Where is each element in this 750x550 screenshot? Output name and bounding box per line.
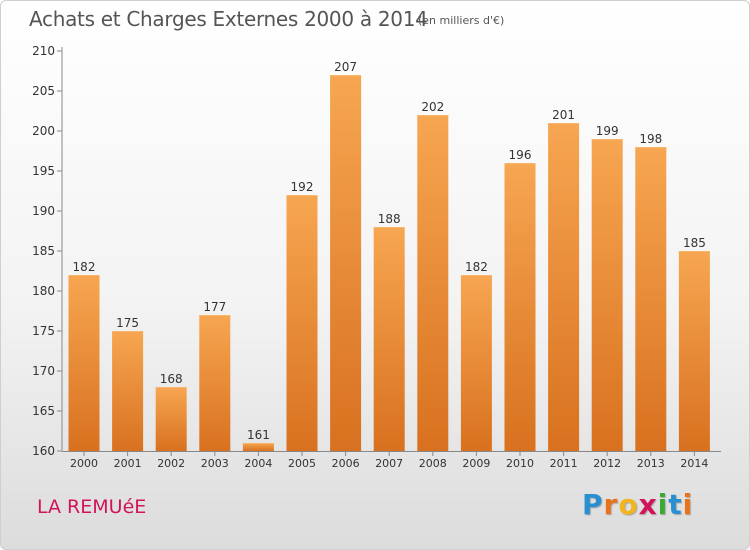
y-tick-label: 205 — [32, 84, 55, 98]
x-tick-label: 2005 — [288, 457, 316, 470]
bar — [678, 251, 710, 451]
bar-value-label: 185 — [683, 236, 706, 250]
logo-letter: i — [657, 488, 669, 521]
bar — [286, 195, 318, 451]
bar — [199, 315, 231, 451]
bar — [635, 147, 667, 451]
bar-value-label: 177 — [203, 300, 226, 314]
bar-value-label: 199 — [596, 124, 619, 138]
bar — [548, 123, 580, 451]
x-tick-label: 2000 — [70, 457, 98, 470]
y-tick-label: 165 — [32, 404, 55, 418]
x-tick-label: 2004 — [244, 457, 272, 470]
x-tick-label: 2014 — [680, 457, 708, 470]
logo-letter: x — [638, 488, 658, 521]
bar-value-label: 201 — [552, 108, 575, 122]
bar-value-label: 188 — [378, 212, 401, 226]
bar — [460, 275, 492, 451]
y-tick-label: 190 — [32, 204, 55, 218]
bar-value-label: 192 — [291, 180, 314, 194]
logo-letter: r — [603, 488, 619, 521]
y-tick-label: 170 — [32, 364, 55, 378]
commune-name: LA REMUéE — [37, 496, 147, 518]
bar-value-label: 182 — [465, 260, 488, 274]
bar-value-label: 202 — [421, 100, 444, 114]
chart-title: Achats et Charges Externes 2000 à 2014 — [29, 7, 428, 31]
x-tick-label: 2003 — [201, 457, 229, 470]
logo-letter: i — [682, 488, 694, 521]
bar — [504, 163, 536, 451]
bar-value-label: 182 — [73, 260, 96, 274]
bar-value-label: 168 — [160, 372, 183, 386]
y-tick-label: 185 — [32, 244, 55, 258]
logo-letter: t — [668, 488, 683, 521]
x-tick-label: 2001 — [114, 457, 142, 470]
proxiti-logo[interactable]: Proxiti — [582, 488, 693, 521]
y-tick-label: 175 — [32, 324, 55, 338]
y-tick-label: 160 — [32, 444, 55, 458]
chart-subtitle: (en milliers d'€) — [418, 14, 505, 27]
x-tick-label: 2013 — [637, 457, 665, 470]
bar — [373, 227, 405, 451]
x-tick-label: 2006 — [332, 457, 360, 470]
bar-value-label: 196 — [509, 148, 532, 162]
x-tick-label: 2008 — [419, 457, 447, 470]
bar — [417, 115, 449, 451]
x-tick-label: 2012 — [593, 457, 621, 470]
x-tick-label: 2011 — [550, 457, 578, 470]
y-tick-label: 210 — [32, 44, 55, 58]
bar-value-label: 207 — [334, 60, 357, 74]
x-tick-label: 2002 — [157, 457, 185, 470]
bar — [330, 75, 362, 451]
logo-letter: o — [618, 488, 639, 521]
bar — [591, 139, 623, 451]
y-tick-label: 180 — [32, 284, 55, 298]
x-tick-label: 2009 — [462, 457, 490, 470]
logo-letter: P — [582, 488, 604, 521]
bar-value-label: 175 — [116, 316, 139, 330]
x-tick-label: 2007 — [375, 457, 403, 470]
bar — [155, 387, 187, 451]
bar — [112, 331, 144, 451]
bar — [68, 275, 100, 451]
y-tick-label: 195 — [32, 164, 55, 178]
bar-value-label: 198 — [639, 132, 662, 146]
y-tick-label: 200 — [32, 124, 55, 138]
x-tick-label: 2010 — [506, 457, 534, 470]
bar — [242, 443, 274, 451]
bar-value-label: 161 — [247, 428, 270, 442]
